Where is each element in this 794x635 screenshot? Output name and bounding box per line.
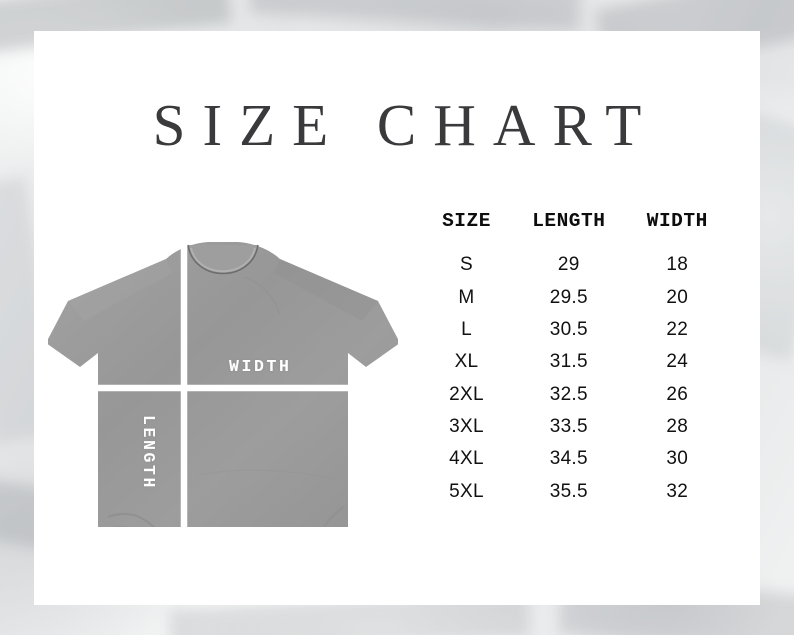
cell-size: 4XL bbox=[449, 448, 484, 470]
tshirt-collar-highlight bbox=[190, 247, 256, 273]
cell-length: 30.5 bbox=[549, 318, 588, 340]
table-header-row: SIZE LENGTH WIDTH bbox=[420, 210, 730, 249]
table-row: XL 31.5 24 bbox=[420, 346, 730, 378]
cell-width: 20 bbox=[666, 286, 689, 308]
marble-vein bbox=[249, 0, 581, 31]
width-label: WIDTH bbox=[229, 357, 292, 376]
cell-width: 18 bbox=[666, 254, 689, 276]
cell-size: 3XL bbox=[449, 416, 484, 438]
length-label: LENGTH bbox=[139, 415, 158, 491]
tshirt-body bbox=[48, 242, 398, 527]
measurements-table: SIZE LENGTH WIDTH S 29 18 M 29.5 20 bbox=[420, 210, 730, 508]
left-sleeve-shade bbox=[68, 259, 172, 321]
table-row: M 29.5 20 bbox=[420, 281, 730, 313]
cell-size: L bbox=[461, 318, 472, 340]
tshirt-icon bbox=[48, 231, 398, 527]
cell-width: 30 bbox=[666, 448, 689, 470]
table-row: 2XL 32.5 26 bbox=[420, 379, 730, 411]
right-sleeve-shade bbox=[274, 259, 378, 321]
size-chart-card: SIZE CHART bbox=[34, 31, 760, 605]
table-row: L 30.5 22 bbox=[420, 314, 730, 346]
cell-length: 33.5 bbox=[549, 416, 588, 438]
table-row: 4XL 34.5 30 bbox=[420, 443, 730, 475]
table-row: 5XL 35.5 32 bbox=[420, 476, 730, 508]
cell-width: 32 bbox=[666, 480, 689, 502]
cell-size: M bbox=[458, 286, 475, 308]
table-row: S 29 18 bbox=[420, 249, 730, 281]
cell-size: XL bbox=[454, 351, 479, 373]
cell-length: 31.5 bbox=[549, 351, 588, 373]
table-row: 3XL 33.5 28 bbox=[420, 411, 730, 443]
page-title: SIZE CHART bbox=[152, 92, 659, 158]
cell-length: 32.5 bbox=[549, 383, 588, 405]
tshirt-illustration: WIDTH LENGTH bbox=[48, 217, 398, 527]
table-body: S 29 18 M 29.5 20 L 30.5 22 bbox=[420, 249, 730, 508]
column-header-width: WIDTH bbox=[646, 210, 708, 232]
column-header-size: SIZE bbox=[442, 210, 491, 232]
cell-length: 29 bbox=[557, 254, 580, 276]
cell-length: 29.5 bbox=[549, 286, 588, 308]
cell-size: S bbox=[460, 254, 473, 276]
column-header-length: LENGTH bbox=[532, 210, 606, 232]
cell-size: 2XL bbox=[449, 383, 484, 405]
cell-length: 35.5 bbox=[549, 480, 588, 502]
cell-width: 22 bbox=[666, 318, 689, 340]
cell-length: 34.5 bbox=[549, 448, 588, 470]
fabric-folds bbox=[105, 276, 345, 527]
cell-size: 5XL bbox=[449, 480, 484, 502]
cell-width: 26 bbox=[666, 383, 689, 405]
cell-width: 24 bbox=[666, 351, 689, 373]
cell-width: 28 bbox=[666, 416, 689, 438]
